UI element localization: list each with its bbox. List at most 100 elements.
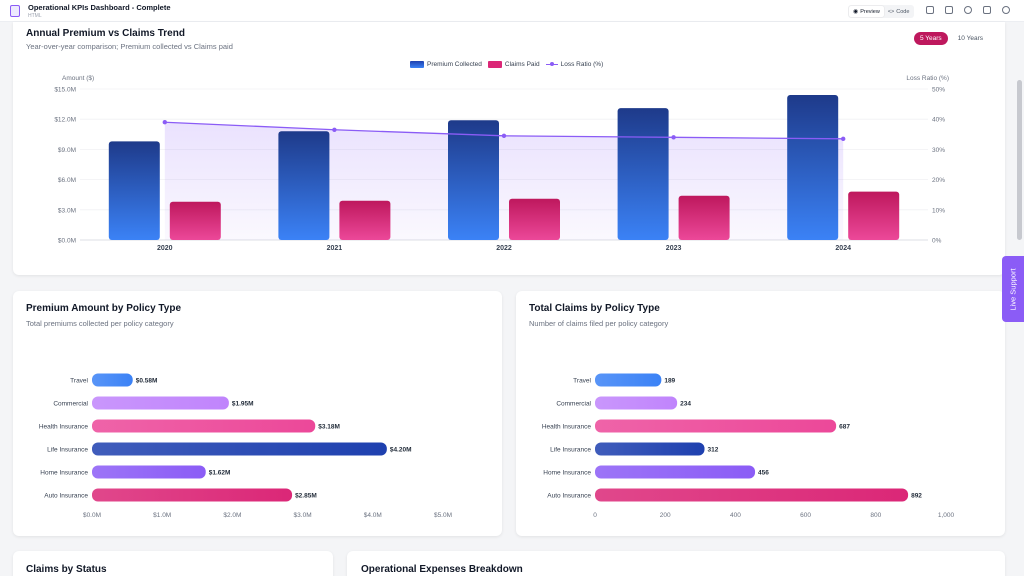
legend-swatch-premium <box>410 61 424 68</box>
bar-health-insurance <box>92 419 316 433</box>
data-label: 234 <box>680 401 691 408</box>
more-icon[interactable] <box>1002 6 1010 14</box>
x-tick-label: 600 <box>800 512 811 519</box>
y-tick-label-left: $15.0M <box>54 87 76 94</box>
legend-label-premium: Premium Collected <box>427 61 482 68</box>
bar-auto-insurance <box>595 488 909 502</box>
data-label: $4.20M <box>390 447 412 454</box>
bar-premium-2021 <box>278 131 330 240</box>
loss-ratio-point-2022 <box>501 133 507 139</box>
legend-swatch-loss-ratio <box>545 62 558 66</box>
legend-premium[interactable]: Premium Collected <box>410 61 482 68</box>
toggle-10-years[interactable]: 10 Years <box>957 35 983 42</box>
bar-premium-2020 <box>108 141 160 240</box>
category-label: Auto Insurance <box>44 493 88 500</box>
y-tick-label-right: 20% <box>932 177 945 184</box>
claims-status-title: Claims by Status <box>26 564 107 575</box>
bar-travel <box>92 373 133 387</box>
y-tick-label-right: 40% <box>932 117 945 124</box>
claims-by-type-subtitle: Number of claims filed per policy catego… <box>529 319 669 328</box>
loss-ratio-point-2020 <box>162 120 167 125</box>
trend-legend: Premium Collected Claims Paid Loss Ratio… <box>410 61 603 68</box>
legend-claims[interactable]: Claims Paid <box>487 61 540 68</box>
bar-claims-2022 <box>509 198 560 240</box>
legend-label-claims: Claims Paid <box>504 61 540 68</box>
preview-button[interactable]: ◉ Preview <box>849 6 884 17</box>
toolbar-icons <box>926 6 1010 14</box>
expand-icon[interactable] <box>983 6 991 14</box>
code-button[interactable]: <> Code <box>884 6 914 17</box>
bar-life-insurance <box>595 442 705 456</box>
expenses-title: Operational Expenses Breakdown <box>361 564 523 575</box>
preview-label: Preview <box>860 8 880 15</box>
premium-by-type-chart: $0.0M $1.0M $2.0M $3.0M $4.0M $5.0M Travel $0.5… <box>39 373 452 519</box>
x-tick-label: $3.0M <box>294 512 312 519</box>
bar-commercial <box>595 396 678 410</box>
y-tick-label-right: 10% <box>932 207 945 214</box>
category-label: Commercial <box>556 401 591 408</box>
eye-icon: ◉ <box>853 9 859 15</box>
period-toggle: 5 Years 10 Years <box>914 32 989 45</box>
scrollbar[interactable] <box>1017 80 1022 240</box>
category-label: Home Insurance <box>543 470 591 477</box>
live-support-button[interactable]: Live Support <box>1002 256 1024 322</box>
category-label: Travel <box>573 378 591 385</box>
x-tick-label: 1,000 <box>938 512 955 519</box>
data-label: 456 <box>758 470 769 477</box>
code-label: Code <box>896 8 910 15</box>
category-label: Travel <box>70 378 88 385</box>
bookmark-icon[interactable] <box>945 6 953 14</box>
bar-claims-2024 <box>848 191 900 240</box>
x-tick-label: $4.0M <box>364 512 382 519</box>
expenses-card <box>347 551 1005 576</box>
x-tick-label: 200 <box>660 512 671 519</box>
bar-premium-2023 <box>617 108 669 240</box>
claims-by-type-title: Total Claims by Policy Type <box>529 303 660 314</box>
legend-loss-ratio[interactable]: Loss Ratio (%) <box>545 61 603 68</box>
y-axis-title-right: Loss Ratio (%) <box>906 75 949 82</box>
data-label: 687 <box>839 424 850 431</box>
x-tick-label: $1.0M <box>153 512 171 519</box>
y-tick-label-left: $6.0M <box>58 177 76 184</box>
x-tick-label: $5.0M <box>434 512 452 519</box>
trend-chart: Amount ($) Loss Ratio (%) $0.0M $3.0M $6.0M $… <box>54 75 949 252</box>
x-tick-label: 0 <box>593 512 597 519</box>
y-tick-label-right: 50% <box>932 87 945 94</box>
category-label: Life Insurance <box>550 447 591 454</box>
category-label: Life Insurance <box>47 447 88 454</box>
x-tick-label: 800 <box>870 512 881 519</box>
bar-travel <box>595 373 662 387</box>
x-tick-label: 2022 <box>496 245 512 252</box>
code-icon: <> <box>887 8 895 15</box>
bar-premium-2022 <box>448 120 499 240</box>
app-title: Operational KPIs Dashboard - Complete <box>28 3 171 12</box>
loss-ratio-area <box>164 122 844 240</box>
y-tick-label-left: $12.0M <box>54 117 76 124</box>
claims-by-type-chart: 0 200 400 600 800 1,000 Travel 189 Commercial 234… <box>542 373 955 519</box>
data-label: $2.85M <box>295 493 317 500</box>
trend-subtitle: Year-over-year comparison; Premium colle… <box>26 42 233 51</box>
data-label: 189 <box>664 378 675 385</box>
y-tick-label-left: $9.0M <box>58 147 76 154</box>
x-tick-label: 400 <box>730 512 741 519</box>
data-label: 312 <box>708 447 719 454</box>
toggle-5-years[interactable]: 5 Years <box>914 32 948 45</box>
bar-home-insurance <box>595 465 756 479</box>
loss-ratio-point-2021 <box>332 127 337 132</box>
y-tick-label-left: $3.0M <box>58 207 76 214</box>
app-subtitle: HTML <box>28 13 42 19</box>
globe-icon[interactable] <box>964 6 972 14</box>
loss-ratio-point-2023 <box>671 135 676 140</box>
premium-by-type-subtitle: Total premiums collected per policy cate… <box>26 319 174 328</box>
bar-commercial <box>92 396 229 410</box>
category-label: Health Insurance <box>39 424 89 431</box>
view-mode-switch: ◉ Preview <> Code <box>848 5 915 18</box>
trend-title: Annual Premium vs Claims Trend <box>26 28 185 39</box>
data-label: $0.58M <box>136 378 158 385</box>
data-label: $1.95M <box>232 401 254 408</box>
y-tick-label-right: 0% <box>932 238 942 245</box>
x-tick-label: 2024 <box>835 245 851 252</box>
download-icon[interactable] <box>926 6 934 14</box>
category-label: Auto Insurance <box>547 493 591 500</box>
bar-claims-2023 <box>678 195 730 240</box>
